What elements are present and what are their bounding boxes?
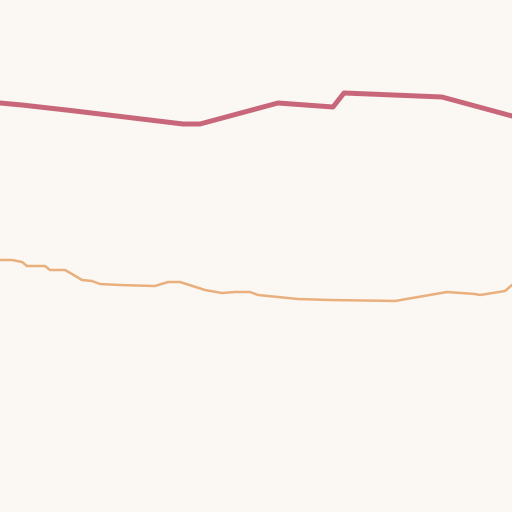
major-road xyxy=(0,93,512,124)
minor-road xyxy=(0,260,512,301)
